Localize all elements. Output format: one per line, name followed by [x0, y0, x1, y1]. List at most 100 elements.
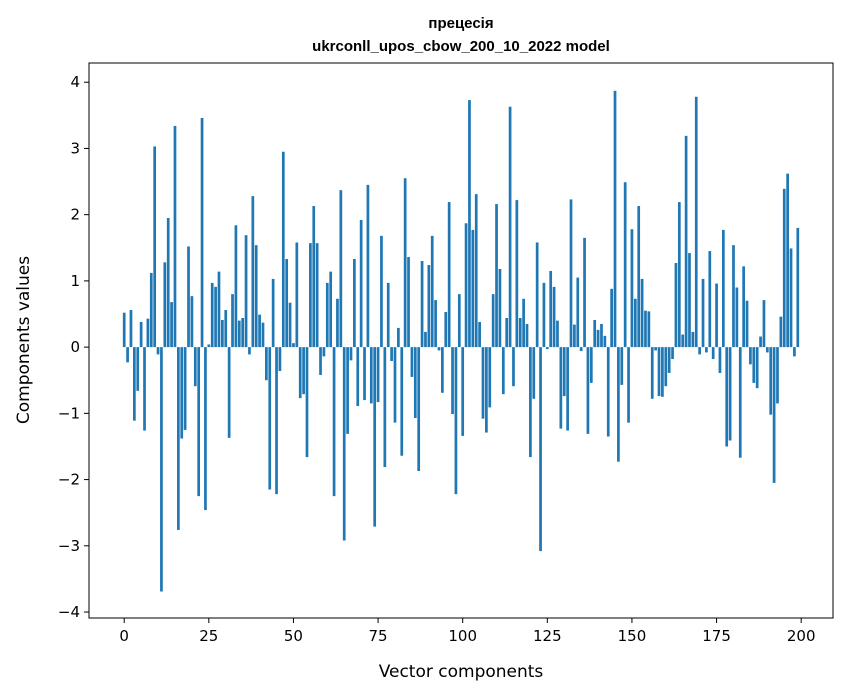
bar [166, 217, 170, 348]
bar [403, 178, 407, 348]
bar [657, 347, 661, 397]
bar [684, 135, 688, 348]
bar [383, 347, 387, 467]
bar [204, 347, 207, 511]
bar [437, 347, 441, 351]
bar [163, 262, 167, 348]
bar [759, 336, 762, 348]
bar [305, 347, 309, 458]
bar [319, 347, 322, 375]
bar [180, 347, 184, 439]
y-tick-label: −4 [58, 603, 80, 621]
x-axis-label: Vector components [379, 662, 544, 682]
bar [661, 347, 664, 397]
bar [481, 347, 485, 419]
bar [532, 347, 536, 399]
bar [630, 229, 634, 348]
bar [721, 229, 725, 348]
bar [539, 347, 542, 552]
bar [488, 347, 492, 408]
bar [407, 257, 410, 348]
bar [671, 347, 674, 360]
bar [295, 242, 299, 348]
bar [579, 347, 583, 352]
y-tick-label: −2 [58, 471, 80, 489]
bar [782, 188, 786, 348]
bar [248, 347, 251, 355]
bar [146, 318, 150, 348]
bar [793, 347, 796, 357]
x-tick-label: 75 [369, 627, 388, 645]
y-axis: −4 −3 −2 −1 0 1 2 3 4 [58, 73, 89, 621]
bar [698, 347, 701, 355]
bar [576, 277, 580, 348]
bar [190, 296, 194, 348]
bar [359, 219, 363, 348]
bar [491, 294, 495, 348]
bar [356, 347, 360, 407]
bar [227, 347, 231, 438]
bar [461, 347, 465, 436]
bar [786, 173, 789, 348]
bar [505, 317, 509, 348]
bar [705, 347, 708, 353]
bar [126, 347, 129, 363]
bar [133, 347, 136, 421]
bar [718, 347, 722, 373]
bar [769, 347, 773, 415]
bar [427, 264, 431, 348]
x-tick-label: 200 [787, 627, 816, 645]
bar [549, 270, 553, 348]
bar [501, 347, 505, 395]
bar [386, 282, 390, 348]
bar [268, 347, 272, 490]
bar [417, 347, 421, 471]
bar [725, 347, 729, 447]
bar [569, 199, 573, 348]
bar [508, 106, 512, 348]
bar [200, 117, 204, 348]
bar [173, 125, 177, 348]
bar [545, 347, 549, 350]
bar [136, 347, 140, 391]
bar [732, 245, 735, 348]
bar [309, 243, 312, 348]
bar [254, 245, 258, 348]
bar [566, 347, 569, 431]
bar [302, 347, 305, 395]
bar [143, 347, 146, 431]
bar [681, 334, 685, 348]
bar [742, 266, 745, 348]
bar [765, 347, 769, 353]
bar [457, 294, 461, 348]
bar [170, 302, 173, 348]
bar [265, 347, 268, 381]
bar [677, 202, 681, 348]
bar [542, 282, 546, 348]
y-axis-label: Components values [14, 256, 34, 424]
bar [755, 347, 759, 389]
bar [664, 347, 668, 387]
bar [752, 347, 756, 383]
bar [149, 272, 153, 348]
bar [667, 347, 671, 373]
bar [735, 287, 739, 348]
bar [518, 317, 522, 348]
bar [738, 347, 742, 458]
bar [413, 347, 417, 418]
bar [654, 347, 657, 351]
bar [241, 317, 245, 348]
bar [420, 261, 424, 348]
x-tick-label: 125 [533, 627, 562, 645]
bar [498, 268, 502, 348]
plot-frame [88, 62, 834, 619]
bar [627, 347, 630, 423]
bar [444, 312, 448, 348]
bar [366, 184, 370, 348]
bar [650, 347, 654, 399]
bar [129, 310, 133, 348]
bar [251, 196, 255, 348]
bar [271, 278, 275, 348]
bar [231, 294, 234, 348]
